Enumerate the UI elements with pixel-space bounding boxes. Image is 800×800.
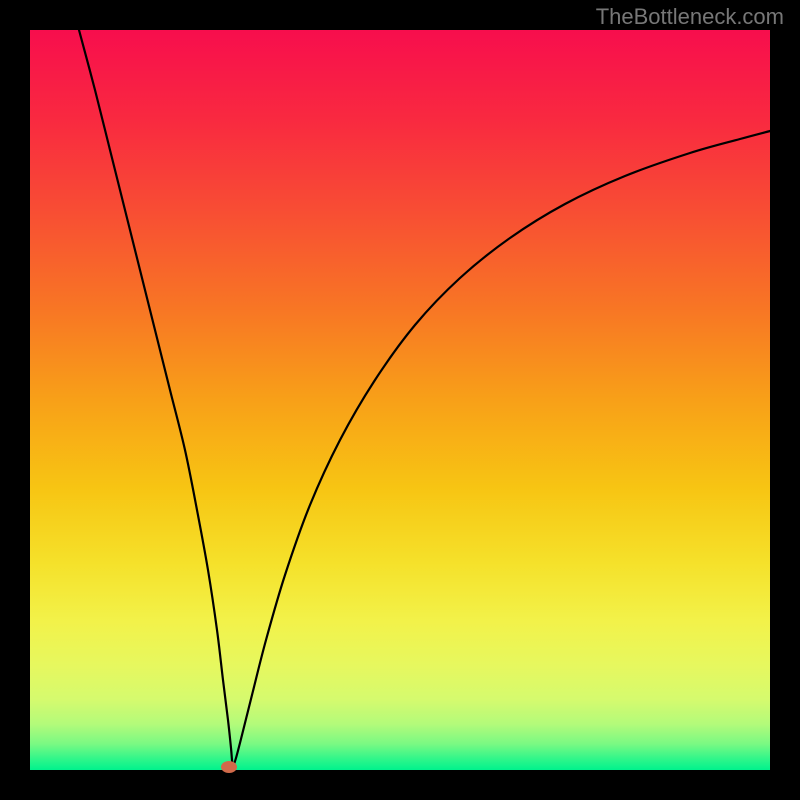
watermark-text: TheBottleneck.com <box>596 4 784 30</box>
chart-svg <box>0 0 800 800</box>
minimum-marker <box>221 761 237 773</box>
plot-background <box>30 30 770 770</box>
chart-root: TheBottleneck.com <box>0 0 800 800</box>
